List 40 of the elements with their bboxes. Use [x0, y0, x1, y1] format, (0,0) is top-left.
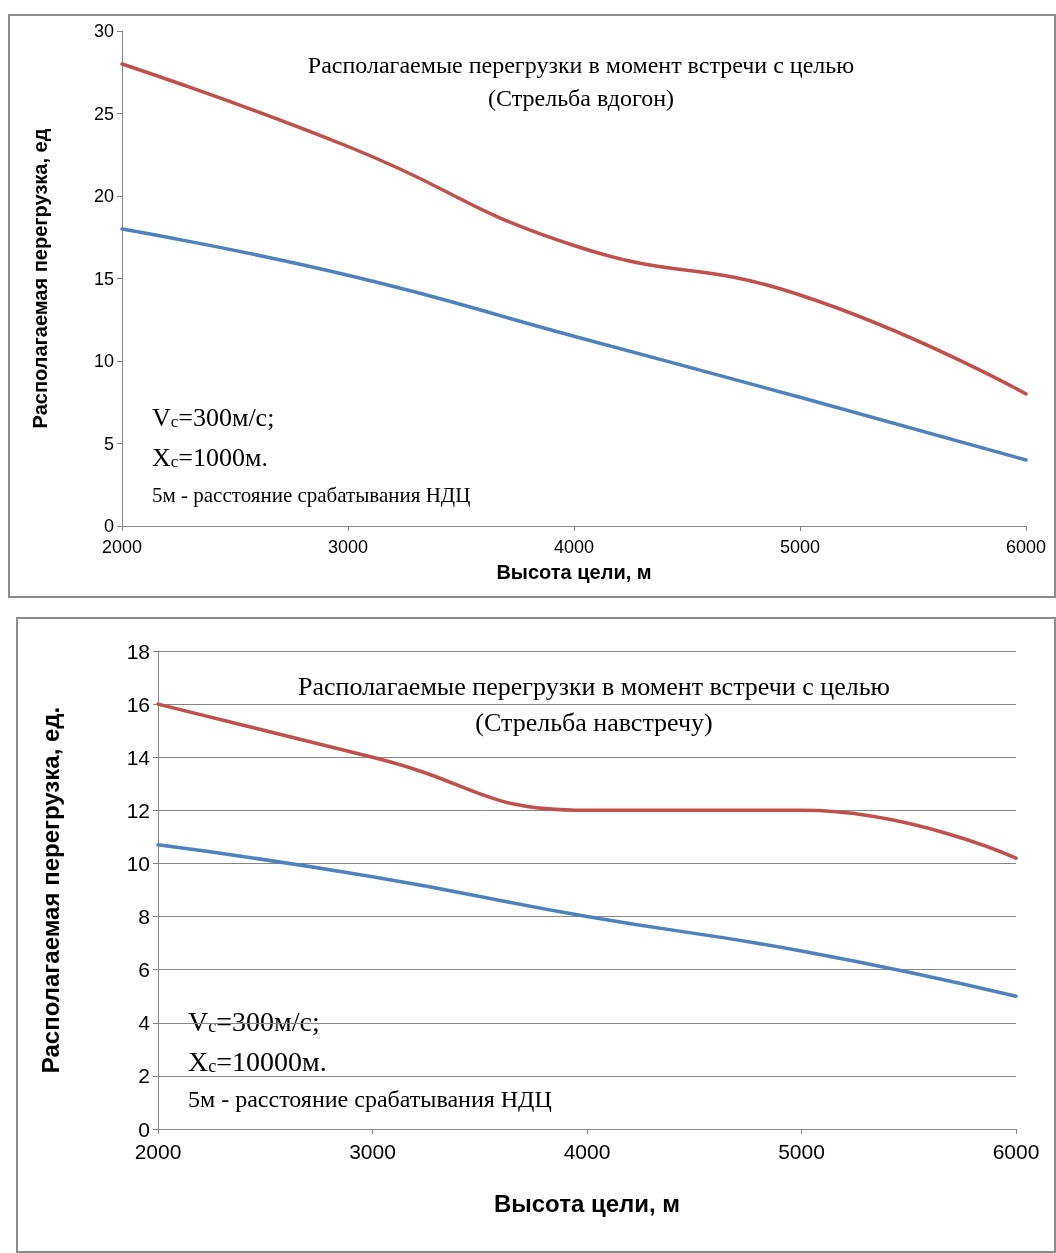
y-tick-label: 5 — [103, 433, 114, 454]
annotation: Xc=10000м. — [188, 1045, 327, 1077]
y-tick-label: 10 — [93, 351, 114, 371]
y-tick-label: 0 — [138, 1117, 150, 1141]
y-tick-label: 2 — [138, 1064, 150, 1088]
y-tick-label: 8 — [138, 905, 150, 929]
y-tick-label: 30 — [93, 21, 114, 41]
y-tick-label: 12 — [126, 798, 150, 822]
annotation: Xc=1000м. — [152, 442, 268, 472]
y-tick-label: 10 — [126, 851, 150, 875]
line-series — [156, 702, 1018, 860]
y-axis-title: Располагаемая перегрузка, ед — [29, 128, 51, 429]
y-tick-label: 25 — [93, 103, 114, 124]
y-tick-label: 18 — [126, 639, 150, 663]
y-tick-label: 16 — [126, 692, 150, 716]
x-tick-label: 5000 — [778, 1140, 825, 1163]
x-tick-label: 4000 — [563, 1140, 611, 1163]
x-tick-label: 2000 — [101, 537, 143, 557]
x-tick-label: 2000 — [134, 1140, 182, 1163]
annotation: Vc=300м/с; — [152, 402, 275, 432]
x-tick-label: 4000 — [553, 537, 595, 557]
annotation: 5м - расстояние срабатывания НДЦ — [188, 1086, 552, 1112]
y-tick-label: 4 — [138, 1011, 151, 1035]
y-axis-title: Располагаемая перегрузка, ед. — [36, 706, 64, 1074]
x-tick-label: 5000 — [779, 537, 821, 557]
annotation: 5м - расстояние срабатывания НДЦ — [152, 482, 471, 507]
y-tick-label: 14 — [126, 745, 151, 769]
x-tick-label: 3000 — [349, 1140, 396, 1163]
line-series — [156, 843, 1018, 998]
y-tick-label: 15 — [93, 268, 114, 289]
y-tick-label: 0 — [103, 516, 114, 536]
x-tick-label: 6000 — [992, 1140, 1040, 1163]
x-axis-title: Высота цели, м — [493, 1189, 681, 1217]
text: Располагаемые перегрузки в момент встречи с целью (Стрельба вдогон) — [307, 51, 855, 112]
x-tick-label: 3000 — [327, 537, 369, 557]
x-axis-title: Высота цели, м — [496, 561, 652, 583]
x-tick-label: 6000 — [1005, 537, 1047, 557]
text: Располагаемые перегрузки в момент встречи с целью (Стрельба навстречу) — [298, 671, 890, 738]
y-tick-label: 6 — [138, 958, 150, 982]
y-tick-label: 20 — [93, 186, 114, 206]
